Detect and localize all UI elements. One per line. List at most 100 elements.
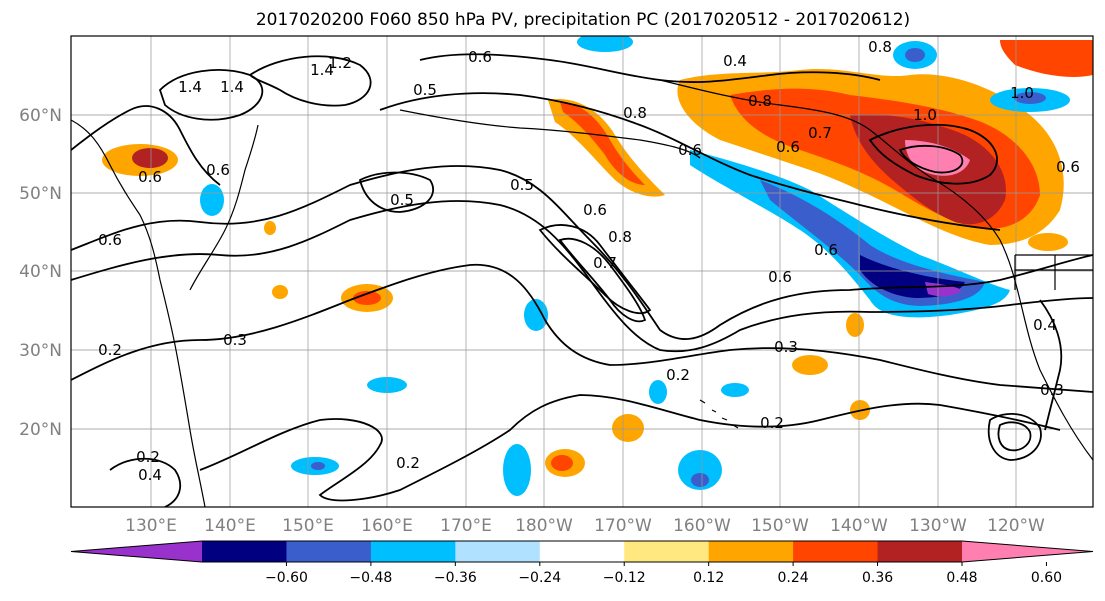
positive-blob-east-4 bbox=[1028, 233, 1068, 251]
contour-label: 0.8 bbox=[748, 92, 772, 110]
pv-contour bbox=[997, 421, 1032, 452]
longitude-labels: 130°E 140°E 150°E 160°E 170°E 180°W 170°W 160°W… bbox=[125, 516, 1045, 536]
negative-blob-tropics-4-core bbox=[691, 473, 709, 487]
contour-label: 0.2 bbox=[396, 454, 420, 472]
pv-contour bbox=[71, 200, 1093, 353]
negative-blob-north bbox=[577, 36, 633, 52]
colorbar-segment bbox=[539, 541, 625, 562]
colorbar-tick-label: −0.24 bbox=[518, 570, 561, 586]
contour-label: 0.5 bbox=[413, 81, 437, 99]
positive-blob-central-core bbox=[353, 291, 381, 305]
colorbar: −0.60 −0.48 −0.36 −0.24 −0.12 0.12 0.24 0.36 0.4… bbox=[70, 540, 1094, 586]
longitude-label: 130°E bbox=[125, 516, 177, 536]
colorbar-tick-label: 0.48 bbox=[946, 570, 977, 586]
contour-label: 0.8 bbox=[623, 104, 647, 122]
colorbar-tick-label: −0.36 bbox=[434, 570, 477, 586]
contour-label: 0.2 bbox=[136, 448, 160, 466]
latitude-label: 60°N bbox=[19, 106, 62, 126]
colorbar-segment bbox=[624, 541, 710, 562]
positive-blob-east bbox=[792, 355, 828, 375]
longitude-label: 160°W bbox=[673, 516, 731, 536]
contour-label: 1.4 bbox=[310, 61, 334, 79]
contour-label: 0.7 bbox=[593, 254, 617, 272]
pv-contour bbox=[248, 55, 372, 107]
contour-label: 0.6 bbox=[814, 241, 838, 259]
negative-blob-gulf-core bbox=[1014, 92, 1046, 104]
colorbar-tick-label: −0.60 bbox=[265, 570, 308, 586]
pv-contours bbox=[71, 53, 1093, 507]
negative-blob-tropics-3 bbox=[503, 444, 531, 496]
negative-blob-japan bbox=[200, 184, 224, 216]
coastlines bbox=[71, 79, 1093, 507]
contour-label: 1.2 bbox=[328, 54, 352, 72]
contour-label: 0.4 bbox=[138, 466, 162, 484]
latitude-labels: 60°N 50°N 40°N 30°N 20°N bbox=[19, 106, 62, 440]
contour-label: 0.2 bbox=[98, 341, 122, 359]
contour-label: 0.8 bbox=[868, 38, 892, 56]
pv-contour bbox=[71, 105, 221, 186]
pv-contour bbox=[158, 69, 264, 121]
positive-blob-east-3 bbox=[846, 313, 864, 337]
contour-label: 0.2 bbox=[666, 366, 690, 384]
pv-contour bbox=[987, 413, 1042, 461]
contour-label: 0.2 bbox=[760, 414, 784, 432]
colorbar-extend-low bbox=[71, 541, 202, 562]
pv-contour bbox=[71, 264, 1093, 393]
contour-label: 0.6 bbox=[138, 168, 162, 186]
colorbar-segment bbox=[793, 541, 879, 562]
contour-label: 0.6 bbox=[206, 161, 230, 179]
latitude-label: 30°N bbox=[19, 341, 62, 361]
contour-label: 0.7 bbox=[808, 124, 832, 142]
negative-blob-tropics-4 bbox=[678, 450, 722, 490]
contour-label: 1.4 bbox=[178, 78, 202, 96]
longitude-label: 130°W bbox=[909, 516, 967, 536]
colorbar-segment bbox=[455, 541, 541, 562]
positive-anomaly-top-right bbox=[1000, 40, 1093, 77]
contour-label: 0.6 bbox=[768, 268, 792, 286]
colorbar-tick-label: −0.12 bbox=[603, 570, 646, 586]
contour-label: 0.6 bbox=[98, 231, 122, 249]
colorbar-segment bbox=[286, 541, 372, 562]
pv-contour bbox=[379, 92, 1001, 231]
negative-anomaly-core bbox=[760, 180, 985, 306]
latitude-label: 20°N bbox=[19, 420, 62, 440]
longitude-label: 170°E bbox=[440, 516, 492, 536]
contour-label: 0.6 bbox=[1056, 158, 1080, 176]
positive-blob-south-core bbox=[551, 455, 573, 471]
contour-label: 0.4 bbox=[1033, 316, 1057, 334]
longitude-label: 150°W bbox=[751, 516, 809, 536]
longitude-label: 180°W bbox=[515, 516, 573, 536]
negative-blob-alaska-core bbox=[905, 48, 925, 62]
coastline-asia bbox=[71, 119, 206, 507]
longitude-label: 140°W bbox=[830, 516, 888, 536]
contour-label: 0.3 bbox=[774, 338, 798, 356]
colorbar-tick-label: 0.36 bbox=[862, 570, 893, 586]
contour-label: 0.6 bbox=[776, 138, 800, 156]
positive-blob-small-1 bbox=[272, 285, 288, 299]
latitude-label: 50°N bbox=[19, 184, 62, 204]
contour-label: 0.3 bbox=[223, 331, 247, 349]
pv-contour bbox=[898, 145, 964, 174]
contour-label: 0.6 bbox=[678, 141, 702, 159]
colorbar-segment bbox=[708, 541, 794, 562]
pv-contour bbox=[419, 53, 881, 83]
colorbar-tick-label: −0.48 bbox=[349, 570, 392, 586]
coastline-hawaii bbox=[699, 399, 739, 429]
positive-anomaly-streak-core bbox=[560, 102, 645, 185]
contour-label: 0.6 bbox=[468, 48, 492, 66]
positive-blob-west-core bbox=[132, 148, 168, 168]
colorbar-segment bbox=[370, 541, 456, 562]
pv-contour bbox=[71, 165, 1093, 340]
longitude-label: 120°W bbox=[987, 516, 1045, 536]
colorbar-outline bbox=[70, 540, 1094, 563]
negative-blob-tropics-5 bbox=[524, 299, 548, 331]
negative-blob-tropics-6 bbox=[649, 380, 667, 404]
longitude-label: 150°E bbox=[282, 516, 334, 536]
contour-label: 1.0 bbox=[1010, 84, 1034, 102]
longitude-label: 170°W bbox=[594, 516, 652, 536]
colorbar-tick-label: 0.60 bbox=[1031, 570, 1062, 586]
longitude-label: 140°E bbox=[204, 516, 256, 536]
contour-label: 0.5 bbox=[510, 176, 534, 194]
pv-contour bbox=[199, 394, 1061, 502]
